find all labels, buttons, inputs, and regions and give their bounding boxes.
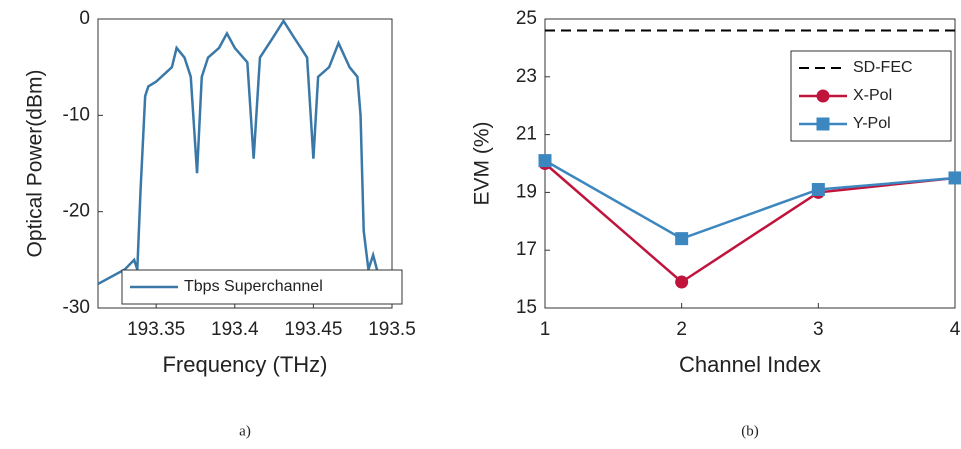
y-tick-label: 17: [516, 239, 537, 260]
x-axis-label: Frequency (THz): [162, 352, 327, 377]
y-axis-label: Optical Power(dBm): [24, 70, 47, 258]
point: [949, 171, 961, 184]
y-tick-label: 0: [79, 8, 90, 29]
y-tick-label: 19: [516, 181, 537, 202]
y-tick-label: 25: [516, 8, 537, 29]
legend-label: SD-FEC: [853, 59, 913, 76]
legend-label: Y-Pol: [853, 115, 891, 132]
series-line: [98, 21, 392, 284]
y-tick-label: -30: [63, 297, 90, 318]
x-tick-label: 193.45: [284, 319, 342, 340]
point: [812, 183, 825, 196]
x-tick-label: 193.4: [211, 319, 259, 340]
x-tick-label: 1: [540, 319, 551, 340]
point: [539, 154, 552, 167]
x-axis-label: Channel Index: [679, 352, 821, 377]
y-axis-label: EVM (%): [471, 122, 494, 206]
point: [675, 232, 688, 245]
x-tick-label: 2: [676, 319, 687, 340]
x-tick-label: 3: [813, 319, 824, 340]
x-tick-label: 193.35: [127, 319, 185, 340]
y-tick-label: 15: [516, 297, 537, 318]
legend-marker: [817, 90, 830, 103]
series-line: [545, 161, 955, 239]
x-tick-label: 4: [950, 319, 961, 340]
caption: (b): [741, 423, 759, 439]
legend-marker: [817, 118, 830, 131]
y-tick-label: -20: [63, 201, 90, 222]
legend-label: Tbps Superchannel: [184, 278, 323, 295]
point: [675, 275, 688, 288]
y-tick-label: -10: [63, 104, 90, 125]
caption: a): [239, 423, 251, 439]
y-tick-label: 21: [516, 124, 537, 145]
series-line: [545, 164, 955, 282]
legend-label: X-Pol: [853, 87, 892, 104]
x-tick-label: 193.5: [368, 319, 416, 340]
y-tick-label: 23: [516, 66, 537, 87]
